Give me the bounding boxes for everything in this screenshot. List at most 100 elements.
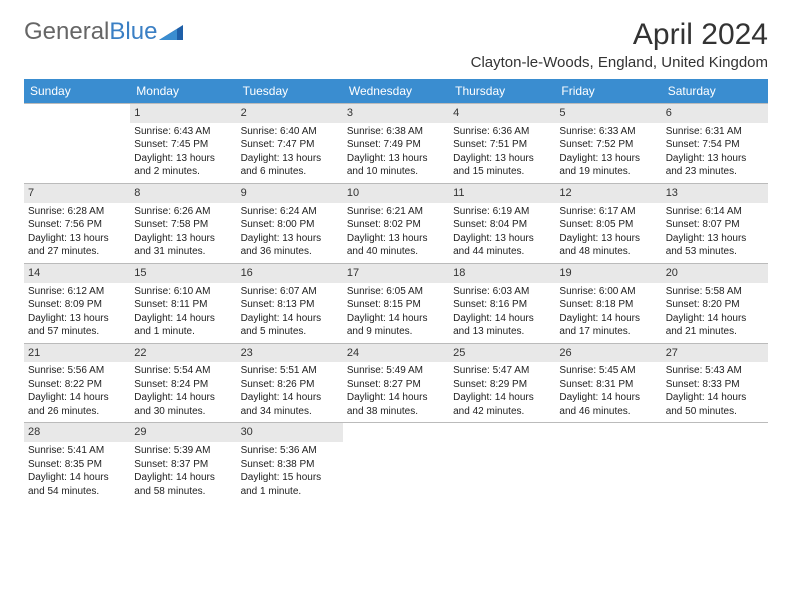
- day-cell: 11Sunrise: 6:19 AMSunset: 8:04 PMDayligh…: [449, 184, 555, 263]
- logo-text-blue: Blue: [109, 18, 157, 46]
- day-cell: 28 Sunrise: 5:41 AMSunset: 8:35 PMDayligh…: [24, 423, 130, 502]
- day-line: Sunrise: 5:39 AM: [134, 444, 232, 458]
- day-line: Sunset: 7:52 PM: [559, 138, 657, 152]
- day-line: Daylight: 13 hours and 31 minutes.: [134, 232, 232, 259]
- day-line: Sunrise: 6:10 AM: [134, 285, 232, 299]
- day-line: Sunset: 7:51 PM: [453, 138, 551, 152]
- day-header: Friday: [555, 79, 661, 103]
- month-title: April 2024: [471, 18, 768, 52]
- day-line: Sunset: 8:27 PM: [347, 378, 445, 392]
- day-cell: 18Sunrise: 6:03 AMSunset: 8:16 PMDayligh…: [449, 264, 555, 343]
- day-number: 21: [24, 344, 130, 363]
- day-line: Daylight: 13 hours and 2 minutes.: [134, 152, 232, 179]
- day-cell: [555, 423, 661, 502]
- day-line: Daylight: 14 hours and 26 minutes.: [28, 391, 126, 418]
- day-line: Daylight: 14 hours and 46 minutes.: [559, 391, 657, 418]
- day-line: Daylight: 13 hours and 48 minutes.: [559, 232, 657, 259]
- week-row: 14Sunrise: 6:12 AMSunset: 8:09 PMDayligh…: [24, 263, 768, 343]
- weeks-container: 1Sunrise: 6:43 AMSunset: 7:45 PMDaylight…: [24, 103, 768, 502]
- day-line: Sunrise: 5:51 AM: [241, 364, 339, 378]
- day-line: Sunrise: 6:17 AM: [559, 205, 657, 219]
- day-line: Daylight: 13 hours and 6 minutes.: [241, 152, 339, 179]
- day-line: Daylight: 13 hours and 53 minutes.: [666, 232, 764, 259]
- day-line: Daylight: 14 hours and 54 minutes.: [28, 471, 126, 498]
- logo-text-general: General: [24, 18, 109, 46]
- day-line: Sunrise: 6:14 AM: [666, 205, 764, 219]
- day-cell: 19Sunrise: 6:00 AMSunset: 8:18 PMDayligh…: [555, 264, 661, 343]
- day-cell: 16Sunrise: 6:07 AMSunset: 8:13 PMDayligh…: [237, 264, 343, 343]
- day-line: Sunset: 8:38 PM: [241, 458, 339, 472]
- day-number: 26: [555, 344, 661, 363]
- day-cell: 12Sunrise: 6:17 AMSunset: 8:05 PMDayligh…: [555, 184, 661, 263]
- day-line: Daylight: 14 hours and 38 minutes.: [347, 391, 445, 418]
- day-cell: 15Sunrise: 6:10 AMSunset: 8:11 PMDayligh…: [130, 264, 236, 343]
- day-header: Monday: [130, 79, 236, 103]
- day-line: Daylight: 14 hours and 17 minutes.: [559, 312, 657, 339]
- day-line: Sunrise: 6:28 AM: [28, 205, 126, 219]
- day-number: 13: [662, 184, 768, 203]
- day-cell: 23Sunrise: 5:51 AMSunset: 8:26 PMDayligh…: [237, 344, 343, 423]
- logo: GeneralBlue: [24, 18, 185, 46]
- day-line: Daylight: 13 hours and 27 minutes.: [28, 232, 126, 259]
- day-line: Sunset: 7:56 PM: [28, 218, 126, 232]
- day-line: Sunrise: 5:54 AM: [134, 364, 232, 378]
- day-line: Sunrise: 6:12 AM: [28, 285, 126, 299]
- logo-triangle-icon: [159, 22, 185, 42]
- location: Clayton-le-Woods, England, United Kingdo…: [471, 54, 768, 71]
- day-number: 29: [130, 423, 236, 442]
- day-line: Sunrise: 6:24 AM: [241, 205, 339, 219]
- day-line: Sunrise: 6:03 AM: [453, 285, 551, 299]
- day-number: 4: [449, 104, 555, 123]
- day-line: Daylight: 13 hours and 36 minutes.: [241, 232, 339, 259]
- day-line: Sunrise: 6:38 AM: [347, 125, 445, 139]
- day-cell: 4 Sunrise: 6:36 AMSunset: 7:51 PMDaylight…: [449, 104, 555, 183]
- day-line: Sunrise: 6:43 AM: [134, 125, 232, 139]
- day-cell: 8Sunrise: 6:26 AMSunset: 7:58 PMDaylight…: [130, 184, 236, 263]
- week-row: 7Sunrise: 6:28 AMSunset: 7:56 PMDaylight…: [24, 183, 768, 263]
- day-number: 1: [130, 104, 236, 123]
- day-line: Sunset: 8:05 PM: [559, 218, 657, 232]
- day-cell: 1Sunrise: 6:43 AMSunset: 7:45 PMDaylight…: [130, 104, 236, 183]
- day-line: Daylight: 14 hours and 1 minute.: [134, 312, 232, 339]
- day-line: Sunset: 8:24 PM: [134, 378, 232, 392]
- day-number: 10: [343, 184, 449, 203]
- day-cell: 3Sunrise: 6:38 AMSunset: 7:49 PMDaylight…: [343, 104, 449, 183]
- day-cell: 20Sunrise: 5:58 AMSunset: 8:20 PMDayligh…: [662, 264, 768, 343]
- day-line: Daylight: 14 hours and 42 minutes.: [453, 391, 551, 418]
- day-header: Sunday: [24, 79, 130, 103]
- day-line: Sunrise: 5:45 AM: [559, 364, 657, 378]
- day-line: Sunrise: 5:47 AM: [453, 364, 551, 378]
- day-line: Sunset: 8:13 PM: [241, 298, 339, 312]
- week-row: 28 Sunrise: 5:41 AMSunset: 8:35 PMDayligh…: [24, 422, 768, 502]
- day-line: Sunrise: 6:36 AM: [453, 125, 551, 139]
- day-header: Saturday: [662, 79, 768, 103]
- day-line: Sunrise: 6:00 AM: [559, 285, 657, 299]
- day-line: Sunset: 8:20 PM: [666, 298, 764, 312]
- week-row: 21Sunrise: 5:56 AMSunset: 8:22 PMDayligh…: [24, 343, 768, 423]
- day-cell: 22Sunrise: 5:54 AMSunset: 8:24 PMDayligh…: [130, 344, 236, 423]
- day-line: Sunset: 8:07 PM: [666, 218, 764, 232]
- day-line: Daylight: 13 hours and 15 minutes.: [453, 152, 551, 179]
- day-cell: 6Sunrise: 6:31 AMSunset: 7:54 PMDaylight…: [662, 104, 768, 183]
- day-number: 8: [130, 184, 236, 203]
- day-number: 28: [24, 423, 130, 442]
- day-cell: 29Sunrise: 5:39 AMSunset: 8:37 PMDayligh…: [130, 423, 236, 502]
- day-number: 24: [343, 344, 449, 363]
- day-number: 6: [662, 104, 768, 123]
- day-header: Wednesday: [343, 79, 449, 103]
- day-line: Sunset: 8:37 PM: [134, 458, 232, 472]
- day-line: Sunrise: 5:41 AM: [28, 444, 126, 458]
- day-cell: 30Sunrise: 5:36 AMSunset: 8:38 PMDayligh…: [237, 423, 343, 502]
- day-line: Sunset: 8:04 PM: [453, 218, 551, 232]
- day-line: Sunset: 8:02 PM: [347, 218, 445, 232]
- day-line: Sunrise: 5:43 AM: [666, 364, 764, 378]
- day-line: Sunset: 8:22 PM: [28, 378, 126, 392]
- day-cell: 14Sunrise: 6:12 AMSunset: 8:09 PMDayligh…: [24, 264, 130, 343]
- day-line: Sunset: 7:58 PM: [134, 218, 232, 232]
- day-cell: 25Sunrise: 5:47 AMSunset: 8:29 PMDayligh…: [449, 344, 555, 423]
- day-line: Sunrise: 5:36 AM: [241, 444, 339, 458]
- day-number: 9: [237, 184, 343, 203]
- day-line: Daylight: 14 hours and 34 minutes.: [241, 391, 339, 418]
- day-line: Sunset: 8:00 PM: [241, 218, 339, 232]
- day-line: Sunset: 8:35 PM: [28, 458, 126, 472]
